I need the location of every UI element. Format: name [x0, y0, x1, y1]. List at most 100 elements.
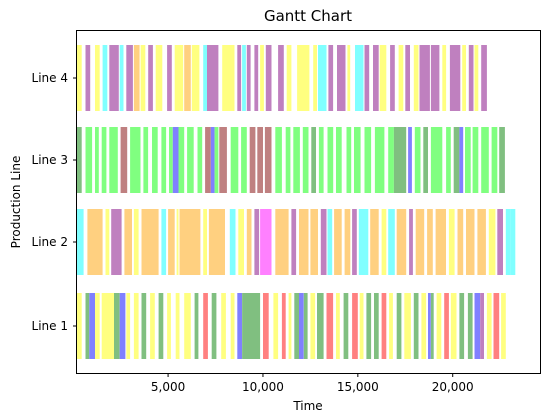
task-bar-line-3-30 [327, 127, 334, 193]
task-bar-line-1-1 [85, 293, 90, 359]
task-bar-line-4-25 [286, 45, 292, 111]
task-bar-line-3-5 [120, 127, 128, 193]
task-bar-line-2-11 [203, 209, 207, 275]
task-bar-line-1-15 [194, 293, 199, 359]
task-bar-line-4-9 [148, 45, 153, 111]
task-bar-line-1-44 [428, 293, 431, 359]
task-bar-line-1-12 [167, 293, 171, 359]
task-bar-line-2-15 [246, 209, 252, 275]
task-bar-line-3-39 [414, 127, 421, 193]
task-bar-line-1-40 [396, 293, 402, 359]
task-bar-line-4-43 [449, 45, 461, 111]
task-bar-line-3-17 [214, 127, 219, 193]
task-bar-line-3-27 [302, 127, 309, 193]
task-bar-line-3-32 [346, 127, 352, 193]
task-bar-line-2-37 [457, 209, 464, 275]
task-bar-line-1-31 [326, 293, 334, 359]
task-bar-line-2-29 [381, 209, 387, 275]
task-bar-line-2-16 [254, 209, 260, 275]
task-bar-line-4-2 [95, 45, 100, 111]
task-bar-line-2-18 [275, 209, 289, 275]
task-bar-line-3-49 [499, 127, 505, 193]
task-bar-line-4-30 [337, 45, 346, 111]
task-bar-line-1-30 [317, 293, 324, 359]
task-bar-line-1-17 [211, 293, 217, 359]
task-bar-line-2-4 [124, 209, 132, 275]
task-bar-line-2-43 [510, 209, 516, 275]
task-bar-line-2-38 [466, 209, 475, 275]
task-bar-line-2-5 [133, 209, 139, 275]
task-bar-line-3-28 [311, 127, 316, 193]
task-bar-line-3-15 [205, 127, 211, 193]
task-bar-line-2-10 [179, 209, 201, 275]
task-bar-line-1-18 [221, 293, 226, 359]
task-bar-line-2-27 [358, 209, 369, 275]
task-bar-line-3-2 [95, 127, 99, 193]
task-bar-line-2-39 [477, 209, 486, 275]
task-bar-line-4-4 [109, 45, 119, 111]
task-bar-line-3-10 [169, 127, 173, 193]
task-bar-line-4-17 [222, 45, 235, 111]
task-bar-line-2-6 [141, 209, 159, 275]
task-bar-line-1-34 [352, 293, 358, 359]
y-axis-label: Production Line [9, 156, 23, 249]
task-bar-line-2-0 [77, 209, 84, 275]
task-bar-line-4-12 [174, 45, 184, 111]
task-bar-line-2-22 [320, 209, 327, 275]
task-bar-line-2-24 [334, 209, 342, 275]
task-bar-line-1-32 [336, 293, 340, 359]
task-bar-line-3-11 [172, 127, 179, 193]
x-tick-label-5000: 5,000 [151, 380, 185, 394]
task-bar-line-2-32 [409, 209, 413, 275]
task-bar-line-1-45 [430, 293, 434, 359]
task-bar-line-4-40 [419, 45, 430, 111]
task-bar-line-1-10 [150, 293, 155, 359]
task-bar-line-4-42 [442, 45, 447, 111]
x-tick-label-10000: 10,000 [242, 380, 284, 394]
task-bar-line-3-33 [354, 127, 361, 193]
task-bar-line-1-27 [299, 293, 304, 359]
task-bar-line-3-9 [161, 127, 167, 193]
task-bar-line-3-23 [264, 127, 272, 193]
task-bar-line-2-9 [176, 209, 179, 275]
plot-frame [76, 30, 541, 374]
task-bar-line-4-13 [184, 45, 191, 111]
task-bar-line-3-43 [453, 127, 460, 193]
task-bar-line-1-46 [436, 293, 442, 359]
task-bar-line-1-35 [359, 293, 364, 359]
task-bar-line-4-32 [355, 45, 364, 111]
task-bar-line-1-14 [184, 293, 191, 359]
task-bar-line-3-1 [85, 127, 93, 193]
task-bar-line-1-49 [459, 293, 465, 359]
task-bar-line-4-7 [133, 45, 140, 111]
y-tick-label-line-2: Line 2 [32, 235, 68, 249]
task-bar-line-4-47 [481, 45, 487, 111]
task-bar-line-2-35 [435, 209, 446, 275]
x-axis-ticks: 5,000 10,000 15,000 20,000 [151, 373, 474, 394]
task-bar-line-3-21 [249, 127, 256, 193]
task-bar-line-2-40 [488, 209, 496, 275]
task-bar-line-1-48 [450, 293, 457, 359]
task-bar-line-4-15 [203, 45, 207, 111]
task-bar-line-2-36 [448, 209, 455, 275]
task-bar-line-2-7 [161, 209, 167, 275]
task-bar-line-2-41 [497, 209, 503, 275]
task-bar-line-2-25 [344, 209, 351, 275]
task-bar-line-1-38 [381, 293, 387, 359]
task-bar-line-1-22 [263, 293, 269, 359]
task-bar-line-1-41 [404, 293, 411, 359]
task-bar-line-4-36 [390, 45, 395, 111]
task-bar-line-3-20 [241, 127, 247, 193]
task-bar-line-3-37 [393, 127, 407, 193]
task-bar-line-1-28 [303, 293, 308, 359]
task-bar-line-3-45 [465, 127, 471, 193]
task-bar-line-2-12 [208, 209, 225, 275]
task-bar-line-1-47 [444, 293, 449, 359]
task-bar-line-4-23 [265, 45, 272, 111]
task-bar-line-3-35 [374, 127, 385, 193]
task-bar-line-4-38 [405, 45, 410, 111]
task-bar-line-1-23 [273, 293, 279, 359]
task-bar-line-2-34 [427, 209, 433, 275]
task-bar-line-2-42 [505, 209, 511, 275]
task-bar-line-1-0 [77, 293, 82, 359]
